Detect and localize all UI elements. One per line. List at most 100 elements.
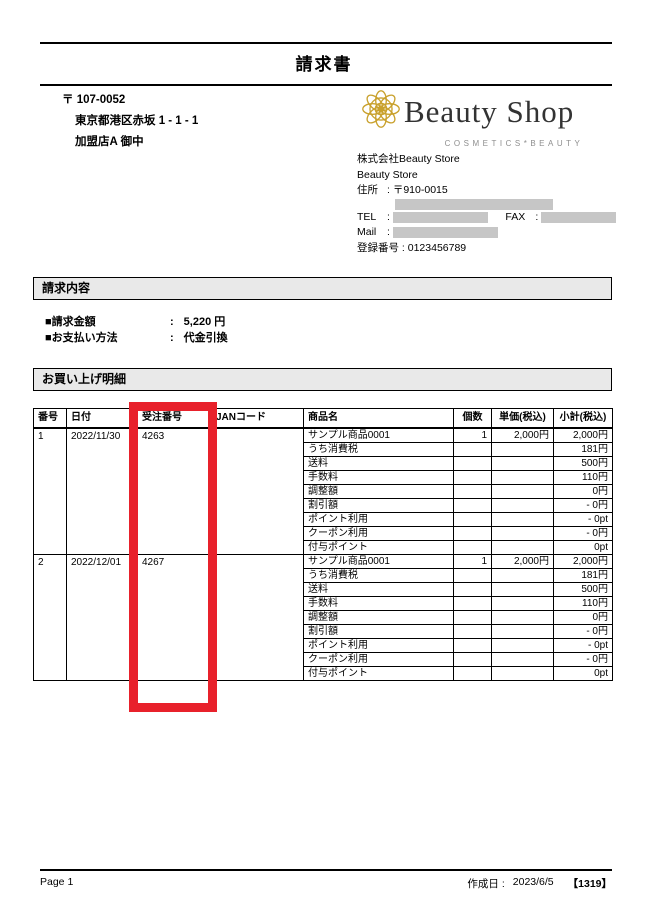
quantity-cell bbox=[453, 609, 492, 625]
quantity-cell bbox=[453, 525, 492, 541]
issuer-block: 株式会社Beauty Store Beauty Store 住所: 〒910-0… bbox=[357, 152, 617, 256]
mail-colon: : bbox=[387, 226, 390, 238]
billing-summary: ■請求金額:5,220 円 ■お支払い方法: 代金引換 bbox=[45, 315, 228, 346]
billing-amount-value: 5,220 円 bbox=[183, 316, 226, 328]
subtotal-cell: 0円 bbox=[553, 483, 613, 499]
unit-price-cell: 2,000円 bbox=[491, 553, 554, 569]
subtotal-cell: 110円 bbox=[553, 595, 613, 611]
subtotal-cell: 500円 bbox=[553, 581, 613, 597]
subtotal-cell: - 0円 bbox=[553, 525, 613, 541]
redacted-bar bbox=[541, 211, 617, 223]
quantity-cell bbox=[453, 595, 492, 611]
unit-price-cell bbox=[491, 469, 554, 485]
unit-price-cell bbox=[491, 525, 554, 541]
subtotal-cell: - 0円 bbox=[553, 497, 613, 513]
subtotal-cell: 181円 bbox=[553, 567, 613, 583]
header-row-number: 番号 bbox=[33, 408, 67, 429]
billing-amount-line: ■請求金額:5,220 円 bbox=[45, 315, 228, 331]
quantity-cell: 1 bbox=[453, 553, 492, 569]
table-header-row: 番号 日付 受注番号 JANコード 商品名 個数 単価(税込) 小計(税込) bbox=[33, 408, 613, 429]
quantity-cell bbox=[453, 651, 492, 667]
subtotal-cell: - 0pt bbox=[553, 511, 613, 527]
quantity-cell bbox=[453, 441, 492, 457]
recipient-address: 東京都港区赤坂 1 - 1 - 1 bbox=[75, 115, 199, 127]
issuer-postal-code: 〒910-0015 bbox=[392, 184, 448, 196]
row-number-cell: 2 bbox=[33, 553, 67, 681]
unit-price-cell bbox=[491, 637, 554, 653]
issuer-address-redacted bbox=[357, 198, 616, 210]
subtotal-cell: 110円 bbox=[553, 469, 613, 485]
recipient-postal-code: 〒 107-0052 bbox=[62, 94, 126, 106]
section-header-billing: 請求内容 bbox=[33, 277, 612, 300]
table-row: 付与ポイント 0pt bbox=[34, 665, 613, 681]
product-name-cell: サンプル商品0001 bbox=[303, 427, 454, 443]
quantity-cell bbox=[453, 567, 492, 583]
header-quantity: 個数 bbox=[453, 408, 492, 429]
address-colon: : bbox=[387, 184, 390, 196]
product-name-cell: 調整額 bbox=[303, 609, 454, 625]
table-row: 割引額 - 0円 bbox=[34, 497, 613, 513]
table-row: 送料 500円 bbox=[34, 455, 613, 471]
unit-price-cell bbox=[491, 539, 554, 555]
quantity-cell bbox=[453, 497, 492, 513]
subtotal-cell: 2,000円 bbox=[553, 553, 613, 569]
unit-price-cell bbox=[491, 665, 554, 681]
document-number: 【1319】 bbox=[567, 878, 612, 890]
recipient-block: 〒 107-0052 東京都港区赤坂 1 - 1 - 1 加盟店A 御中 bbox=[62, 90, 198, 153]
redacted-bar bbox=[392, 227, 498, 239]
table-row: 調整額 0円 bbox=[34, 609, 613, 625]
table-row: 手数料 110円 bbox=[34, 469, 613, 485]
address-label: 住所 bbox=[357, 184, 378, 196]
logo-tagline: COSMETICS*BEAUTY bbox=[444, 139, 584, 148]
quantity-cell bbox=[453, 581, 492, 597]
unit-price-cell bbox=[491, 497, 554, 513]
product-name-cell: 割引額 bbox=[303, 497, 454, 513]
quantity-cell bbox=[453, 483, 492, 499]
jan-code-cell bbox=[211, 553, 304, 681]
header-product-name: 商品名 bbox=[303, 408, 454, 429]
subtotal-cell: - 0pt bbox=[553, 637, 613, 653]
fax-label: FAX bbox=[505, 210, 526, 223]
unit-price-cell bbox=[491, 609, 554, 625]
row-number-cell: 1 bbox=[33, 427, 67, 555]
quantity-cell bbox=[453, 511, 492, 527]
date-cell: 2022/11/30 bbox=[66, 427, 138, 555]
subtotal-cell: - 0円 bbox=[553, 623, 613, 639]
unit-price-cell bbox=[491, 567, 554, 583]
product-name-cell: 付与ポイント bbox=[303, 539, 454, 555]
tel-label: TEL bbox=[357, 210, 377, 223]
quantity-cell bbox=[453, 455, 492, 471]
unit-price-cell bbox=[491, 595, 554, 611]
payment-method-value: 代金引換 bbox=[183, 331, 228, 344]
footer-created-block: 作成日 : 2023/6/5 【1319】 bbox=[467, 876, 612, 891]
header-subtotal: 小計(税込) bbox=[553, 408, 613, 429]
table-row: クーポン利用 - 0円 bbox=[34, 525, 613, 541]
product-name-cell: ポイント利用 bbox=[303, 511, 454, 527]
company-logo: Beauty Shop COSMETICS*BEAUTY bbox=[358, 86, 624, 148]
mail-label: Mail bbox=[357, 226, 377, 238]
table-row: ポイント利用 - 0pt bbox=[34, 637, 613, 653]
date-cell: 2022/12/01 bbox=[66, 553, 138, 681]
product-name-cell: 付与ポイント bbox=[303, 665, 454, 681]
product-name-cell: ポイント利用 bbox=[303, 637, 454, 653]
subtotal-cell: 2,000円 bbox=[553, 427, 613, 443]
product-name-cell: 手数料 bbox=[303, 595, 454, 611]
subtotal-cell: 500円 bbox=[553, 455, 613, 471]
product-name-cell: サンプル商品0001 bbox=[303, 553, 454, 569]
subtotal-cell: 0pt bbox=[553, 665, 613, 681]
billing-amount-colon: : bbox=[170, 316, 174, 328]
tel-colon: : bbox=[387, 210, 390, 223]
product-name-cell: 手数料 bbox=[303, 469, 454, 485]
issuer-company: 株式会社Beauty Store bbox=[357, 153, 460, 165]
recipient-name: 加盟店A 御中 bbox=[75, 136, 144, 148]
table-row: 1 2022/11/30 4263 サンプル商品0001 1 2,000円 2,000円 bbox=[33, 427, 613, 555]
product-name-cell: 送料 bbox=[303, 581, 454, 597]
page-title: 請求書 bbox=[295, 55, 353, 74]
quantity-cell bbox=[453, 623, 492, 639]
payment-method-label: ■お支払い方法 bbox=[45, 331, 118, 344]
order-number-column-highlight bbox=[129, 402, 217, 712]
fax-colon: : bbox=[535, 210, 539, 223]
table-row: 付与ポイント 0pt bbox=[34, 539, 613, 555]
subtotal-cell: 181円 bbox=[553, 441, 613, 457]
